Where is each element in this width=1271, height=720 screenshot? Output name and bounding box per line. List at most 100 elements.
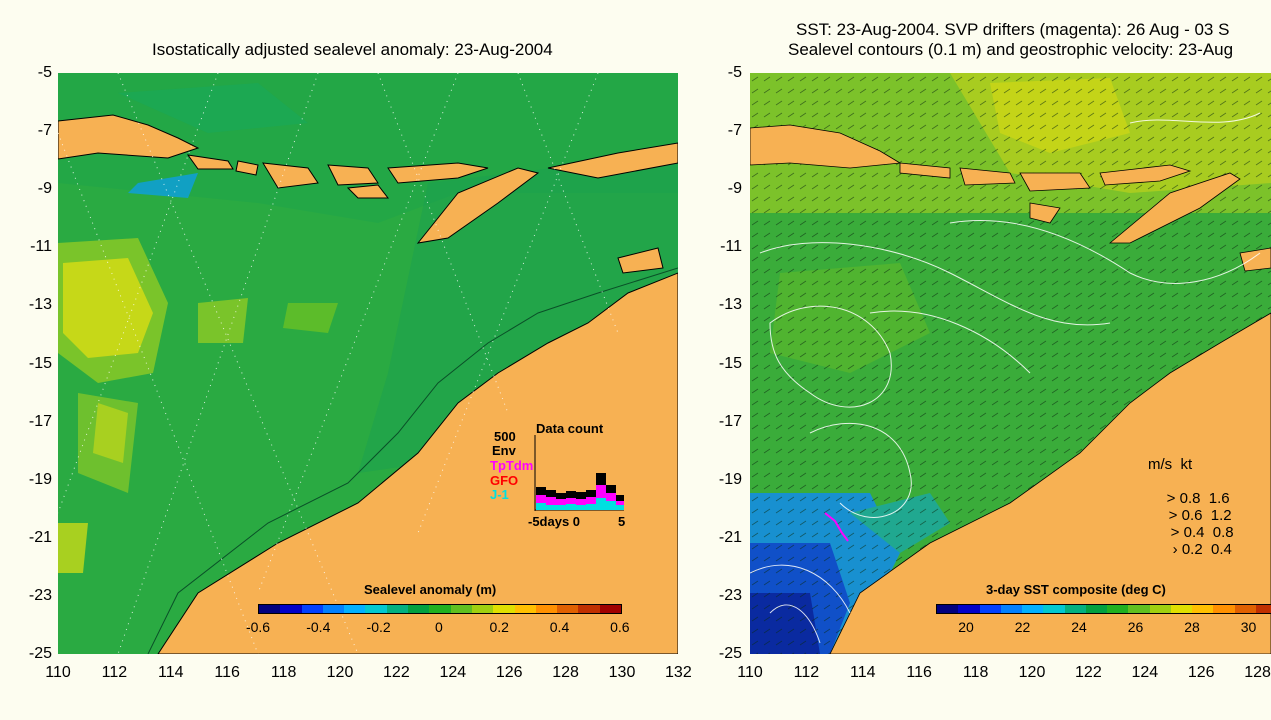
colorbar-swatch xyxy=(1000,605,1022,613)
inset-legend-env: Env xyxy=(492,443,516,458)
colorbar-swatch xyxy=(578,605,600,613)
right-x-tick: 126 xyxy=(1187,664,1215,681)
left-x-tick: 130 xyxy=(608,664,636,681)
colorbar-swatch xyxy=(514,605,536,613)
left-y-tick: -19 xyxy=(28,470,52,488)
colorbar-swatch xyxy=(280,605,302,613)
right-x-tick: 118 xyxy=(962,664,989,681)
australia-land xyxy=(157,272,678,654)
colorbar-tick: 0.6 xyxy=(610,619,630,635)
inset-legend-tptdm: TpTdm xyxy=(490,458,534,473)
colorbar-tick: 0.4 xyxy=(549,619,570,635)
colorbar-tick: 0.2 xyxy=(489,619,509,635)
right-y-tick: -19 xyxy=(718,470,742,488)
colorbar-swatch xyxy=(450,605,472,613)
speed-legend-row-1: > 0.8 1.6 xyxy=(1166,490,1230,507)
left-colorbar xyxy=(258,604,622,614)
colorbar-tick: 0 xyxy=(434,619,443,635)
right-y-tick: -5 xyxy=(727,64,742,81)
inset-xmax: 5 xyxy=(618,514,626,529)
inset-legend-j1: J-1 xyxy=(490,487,509,502)
right-map-title-line1: SST: 23-Aug-2004. SVP drifters (magenta)… xyxy=(796,20,1230,39)
left-map-canvas xyxy=(58,73,678,654)
left-y-tick: -15 xyxy=(28,354,52,372)
inset-ymax: 500 xyxy=(494,429,516,444)
left-y-tick: -11 xyxy=(30,238,52,256)
left-y-tick: -5 xyxy=(37,64,52,81)
right-x-tick: 116 xyxy=(906,664,932,681)
speed-legend-row-4: › 0.2 0.4 xyxy=(1172,541,1232,558)
colorbar-tick: 28 xyxy=(1184,619,1200,635)
left-x-tick: 112 xyxy=(101,664,128,681)
colorbar-swatch xyxy=(1107,605,1129,613)
right-y-tick: -11 xyxy=(720,238,742,256)
right-y-tick: -7 xyxy=(727,122,742,140)
right-y-tick: -9 xyxy=(727,180,742,198)
colorbar-swatch xyxy=(1255,605,1271,613)
inset-legend-gfo: GFO xyxy=(490,473,519,488)
left-x-tick: 126 xyxy=(495,664,523,681)
australia-land-right xyxy=(829,312,1271,654)
colorbar-swatch xyxy=(365,605,387,613)
colorbar-swatch xyxy=(471,605,494,613)
colorbar-swatch xyxy=(344,605,366,613)
right-x-tick: 128 xyxy=(1244,664,1271,681)
colorbar-swatch xyxy=(1064,605,1086,613)
left-x-tick: 132 xyxy=(665,664,692,681)
colorbar-swatch xyxy=(429,605,451,613)
colorbar-swatch xyxy=(1022,605,1044,613)
colorbar-swatch xyxy=(937,605,959,613)
colorbar-tick: 26 xyxy=(1127,619,1144,635)
left-y-tick: -23 xyxy=(28,586,52,604)
inset-xlabel: -5days 0 xyxy=(528,514,581,529)
colorbar-swatch xyxy=(408,605,430,613)
left-x-tick: 118 xyxy=(270,664,297,681)
left-colorbar-ticks: -0.6 -0.4 -0.2 0 0.2 0.4 0.6 xyxy=(238,619,640,637)
right-map-plot: m/s kt > 0.8 1.6 > 0.6 1.2 > 0.4 0.8 › 0… xyxy=(750,73,1271,654)
left-x-tick: 114 xyxy=(158,664,184,681)
altimeter-tracks xyxy=(58,73,619,654)
arrow-02-icon: › xyxy=(1172,541,1182,558)
colorbar-swatch xyxy=(1234,605,1256,613)
colorbar-swatch xyxy=(322,605,345,613)
right-colorbar-ticks: 20 22 24 26 28 30 xyxy=(936,619,1271,637)
left-x-tick: 124 xyxy=(439,664,467,681)
colorbar-tick: 30 xyxy=(1240,619,1257,635)
colorbar-tick: -0.2 xyxy=(366,619,391,635)
right-y-tick: -15 xyxy=(718,354,742,372)
left-x-tick: 128 xyxy=(552,664,579,681)
java-land xyxy=(58,114,200,160)
colorbar-swatch xyxy=(301,605,323,613)
left-x-tick: 120 xyxy=(326,664,354,681)
right-y-tick: -21 xyxy=(718,528,742,546)
right-colorbar xyxy=(936,604,1271,614)
colorbar-swatch xyxy=(493,605,515,613)
right-y-tick: -13 xyxy=(718,296,742,314)
left-y-tick: -17 xyxy=(28,412,52,430)
positive-anomaly-core xyxy=(63,258,153,358)
colorbar-swatch xyxy=(1085,605,1107,613)
colorbar-swatch xyxy=(1128,605,1150,613)
left-x-tick: 122 xyxy=(383,664,410,681)
colorbar-swatch xyxy=(1170,605,1192,613)
left-x-tick: 116 xyxy=(214,664,240,681)
left-map-title: Isostatically adjusted sealevel anomaly:… xyxy=(152,40,553,59)
colorbar-swatch xyxy=(958,605,980,613)
left-x-tick: 110 xyxy=(45,664,71,681)
colorbar-tick: 20 xyxy=(958,619,974,635)
left-colorbar-label: Sealevel anomaly (m) xyxy=(364,582,497,597)
right-y-tick: -23 xyxy=(718,586,742,604)
arrow-04-icon: > xyxy=(1170,524,1184,541)
sealevel-contours xyxy=(750,112,1261,644)
colorbar-tick: 24 xyxy=(1071,619,1087,635)
left-y-tick: -21 xyxy=(28,528,52,546)
right-x-tick: 120 xyxy=(1018,664,1046,681)
right-x-tick: 124 xyxy=(1131,664,1159,681)
right-x-tick: 122 xyxy=(1075,664,1102,681)
left-y-tick: -7 xyxy=(37,122,52,140)
svp-drifter-track xyxy=(824,512,849,542)
colorbar-swatch xyxy=(535,605,558,613)
colorbar-swatch xyxy=(259,605,281,613)
arrow-08-icon: > xyxy=(1166,490,1180,507)
flores-land xyxy=(387,162,489,184)
